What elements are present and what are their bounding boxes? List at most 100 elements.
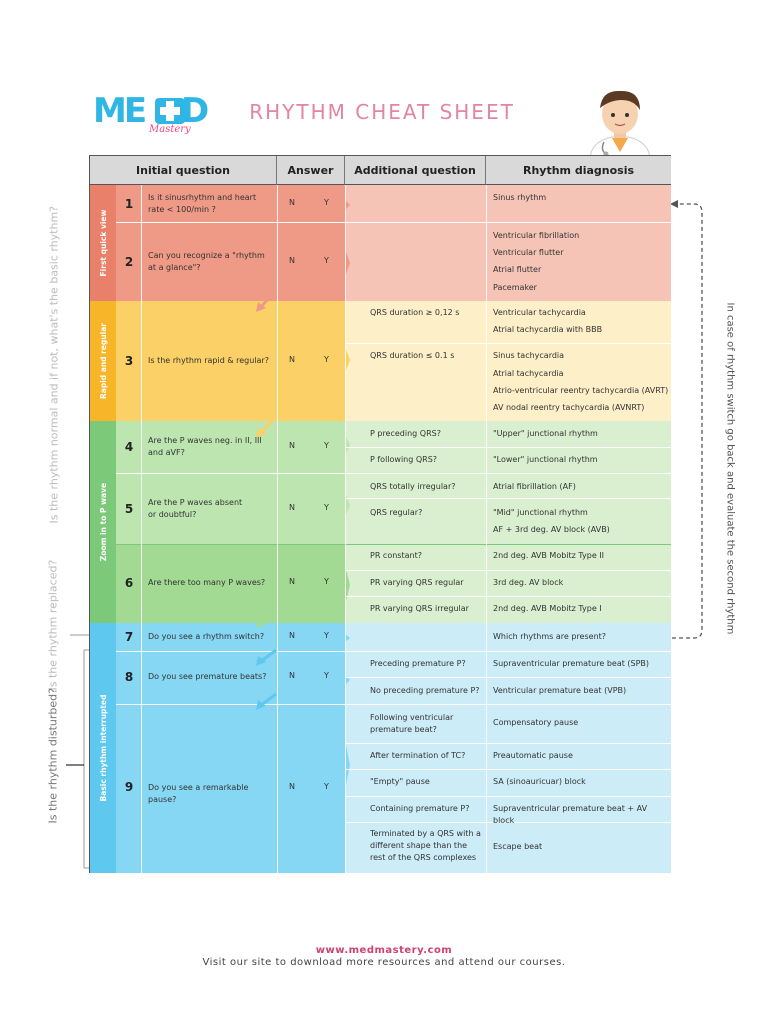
question-text: Do you see premature beats? xyxy=(148,672,267,681)
diagnosis-text: Atrial tachycardia xyxy=(493,369,564,378)
additional-question: Terminated by a QRS with a different sha… xyxy=(370,829,481,862)
logo-sub: Mastery xyxy=(148,124,191,134)
answer-yes: Y xyxy=(324,503,329,512)
footer-text: Visit our site to download more resource… xyxy=(202,957,566,968)
diagnosis-text: "Mid" junctional rhythm xyxy=(493,508,588,517)
doctor-avatar-icon xyxy=(589,90,651,158)
footer-link[interactable]: www.medmastery.com xyxy=(315,945,453,956)
answer-no: N xyxy=(289,782,295,791)
svg-text:ME: ME xyxy=(93,92,145,131)
diagnosis-text: AV nodal reentry tachycardia (AVNRT) xyxy=(493,403,645,412)
answer-yes: Y xyxy=(324,256,329,265)
diagnosis-text: Ventricular fibrillation xyxy=(493,231,580,240)
side-label-normal: Is the rhythm normal and if not, what's … xyxy=(47,205,61,524)
diagnosis-text: Ventricular premature beat (VPB) xyxy=(493,686,627,695)
section-first-quick-view: First quick view xyxy=(98,209,108,277)
answer-no: N xyxy=(289,198,295,207)
answer-yes: Y xyxy=(324,631,329,640)
medmastery-logo: ME D Mastery xyxy=(93,92,209,134)
diagnosis-text: AF + 3rd deg. AV block (AVB) xyxy=(493,525,610,534)
diagnosis-text: Escape beat xyxy=(493,842,543,851)
additional-question: QRS duration ≥ 0,12 s xyxy=(370,308,460,317)
answer-yes: Y xyxy=(324,355,329,364)
question-text: Do you see a remarkable pause? xyxy=(148,783,249,804)
diagnosis-text: Sinus rhythm xyxy=(493,193,547,202)
diagnosis-text: 2nd deg. AVB Mobitz Type II xyxy=(493,551,605,560)
additional-question: P preceding QRS? xyxy=(370,429,441,438)
step-arrows xyxy=(256,289,278,628)
rhythm-table: Initial question Answer Additional quest… xyxy=(89,155,671,873)
section-zoom-p-wave: Zoom in to P wave xyxy=(98,482,108,562)
diagnosis-text: Ventricular tachycardia xyxy=(493,308,586,317)
bracket-lines xyxy=(66,634,90,869)
answer-yes: Y xyxy=(324,577,329,586)
header-initial-question: Initial question xyxy=(90,156,277,185)
additional-question: PR varying QRS irregular xyxy=(370,604,469,613)
additional-question: After termination of TC? xyxy=(370,751,466,760)
answer-no: N xyxy=(289,577,295,586)
answer-no: N xyxy=(289,631,295,640)
question-text: Can you recognize a "rhythm at a glance"… xyxy=(148,251,265,272)
diagnosis-text: Ventricular flutter xyxy=(493,248,564,257)
additional-question: QRS regular? xyxy=(370,508,423,517)
answer-no: N xyxy=(289,671,295,680)
diagnosis-text: Sinus tachycardia xyxy=(493,351,565,360)
question-text: Are the P waves neg. in II, III and aVF? xyxy=(148,436,262,457)
row-number: 1 xyxy=(124,197,134,211)
answer-no: N xyxy=(289,441,295,450)
row-number: 4 xyxy=(124,440,134,454)
answer-yes: Y xyxy=(324,198,329,207)
diagnosis-text: "Upper" junctional rhythm xyxy=(493,429,598,438)
answer-no: N xyxy=(289,503,295,512)
diagnosis-text: "Lower" junctional rhythm xyxy=(493,455,598,464)
side-label-replaced: Is the rhythm replaced? xyxy=(46,559,60,691)
answer-yes: Y xyxy=(324,441,329,450)
question-text: Is the rhythm rapid & regular? xyxy=(148,356,269,365)
answer-yes: Y xyxy=(324,782,329,791)
additional-question: PR varying QRS regular xyxy=(370,578,464,587)
row-number: 9 xyxy=(124,780,134,794)
switch-arrow xyxy=(670,200,703,639)
header-answer: Answer xyxy=(277,156,345,185)
row-number: 8 xyxy=(124,670,134,684)
question-text: Are there too many P waves? xyxy=(148,578,266,587)
diagnosis-text: Atrial fibrillation (AF) xyxy=(493,482,576,491)
header-rhythm-diagnosis: Rhythm diagnosis xyxy=(486,156,671,185)
section-rapid-regular: Rapid and regular xyxy=(98,323,108,399)
additional-question: "Empty" pause xyxy=(370,777,430,786)
diagnosis-text: Pacemaker xyxy=(493,283,537,292)
answer-yes: Y xyxy=(324,671,329,680)
additional-question: QRS duration ≤ 0.1 s xyxy=(370,351,455,360)
answer-no: N xyxy=(289,256,295,265)
diagnosis-text: Supraventricular premature beat + AV blo… xyxy=(493,804,648,825)
page-title: RHYTHM CHEAT SHEET xyxy=(249,100,515,124)
step-arrows-blue xyxy=(256,648,277,710)
row-number: 3 xyxy=(124,354,134,368)
diagnosis-text: Atrial tachycardia with BBB xyxy=(493,325,603,334)
question-text: Do you see a rhythm switch? xyxy=(148,632,265,641)
diagnosis-text: Atrial flutter xyxy=(493,265,542,274)
additional-question: Following ventricular premature beat? xyxy=(370,713,454,734)
row-number: 6 xyxy=(124,576,134,590)
header-additional-question: Additional question xyxy=(345,156,486,185)
diagnosis-text: 2nd deg. AVB Mobitz Type I xyxy=(493,604,602,613)
additional-question: No preceding premature P? xyxy=(370,686,480,695)
additional-question: PR constant? xyxy=(370,551,422,560)
diagnosis-text: 3rd deg. AV block xyxy=(493,578,564,587)
diagnosis-text: Which rhythms are present? xyxy=(493,632,607,641)
svg-text:D: D xyxy=(181,92,209,131)
side-label-disturbed: Is the rhythm disturbed? xyxy=(46,688,60,824)
question-text: Are the P waves absent or doubtful? xyxy=(148,498,243,519)
diagnosis-text: Atrio-ventricular reentry tachycardia (A… xyxy=(493,386,669,395)
question-text: Is it sinusrhythm and heart rate < 100/m… xyxy=(148,193,257,214)
additional-question: Preceding premature P? xyxy=(370,659,466,668)
additional-question: Containing premature P? xyxy=(370,804,470,813)
diagnosis-text: Preautomatic pause xyxy=(493,751,573,760)
additional-question: P following QRS? xyxy=(370,455,438,464)
section-basic-interrupted: Basic rhythm interrupted xyxy=(98,694,108,802)
row-number: 7 xyxy=(124,630,134,644)
additional-question: QRS totally irregular? xyxy=(370,482,456,491)
answer-no: N xyxy=(289,355,295,364)
diagnosis-text: Supraventricular premature beat (SPB) xyxy=(493,659,650,668)
diagnosis-text: Compensatory pause xyxy=(493,718,579,727)
